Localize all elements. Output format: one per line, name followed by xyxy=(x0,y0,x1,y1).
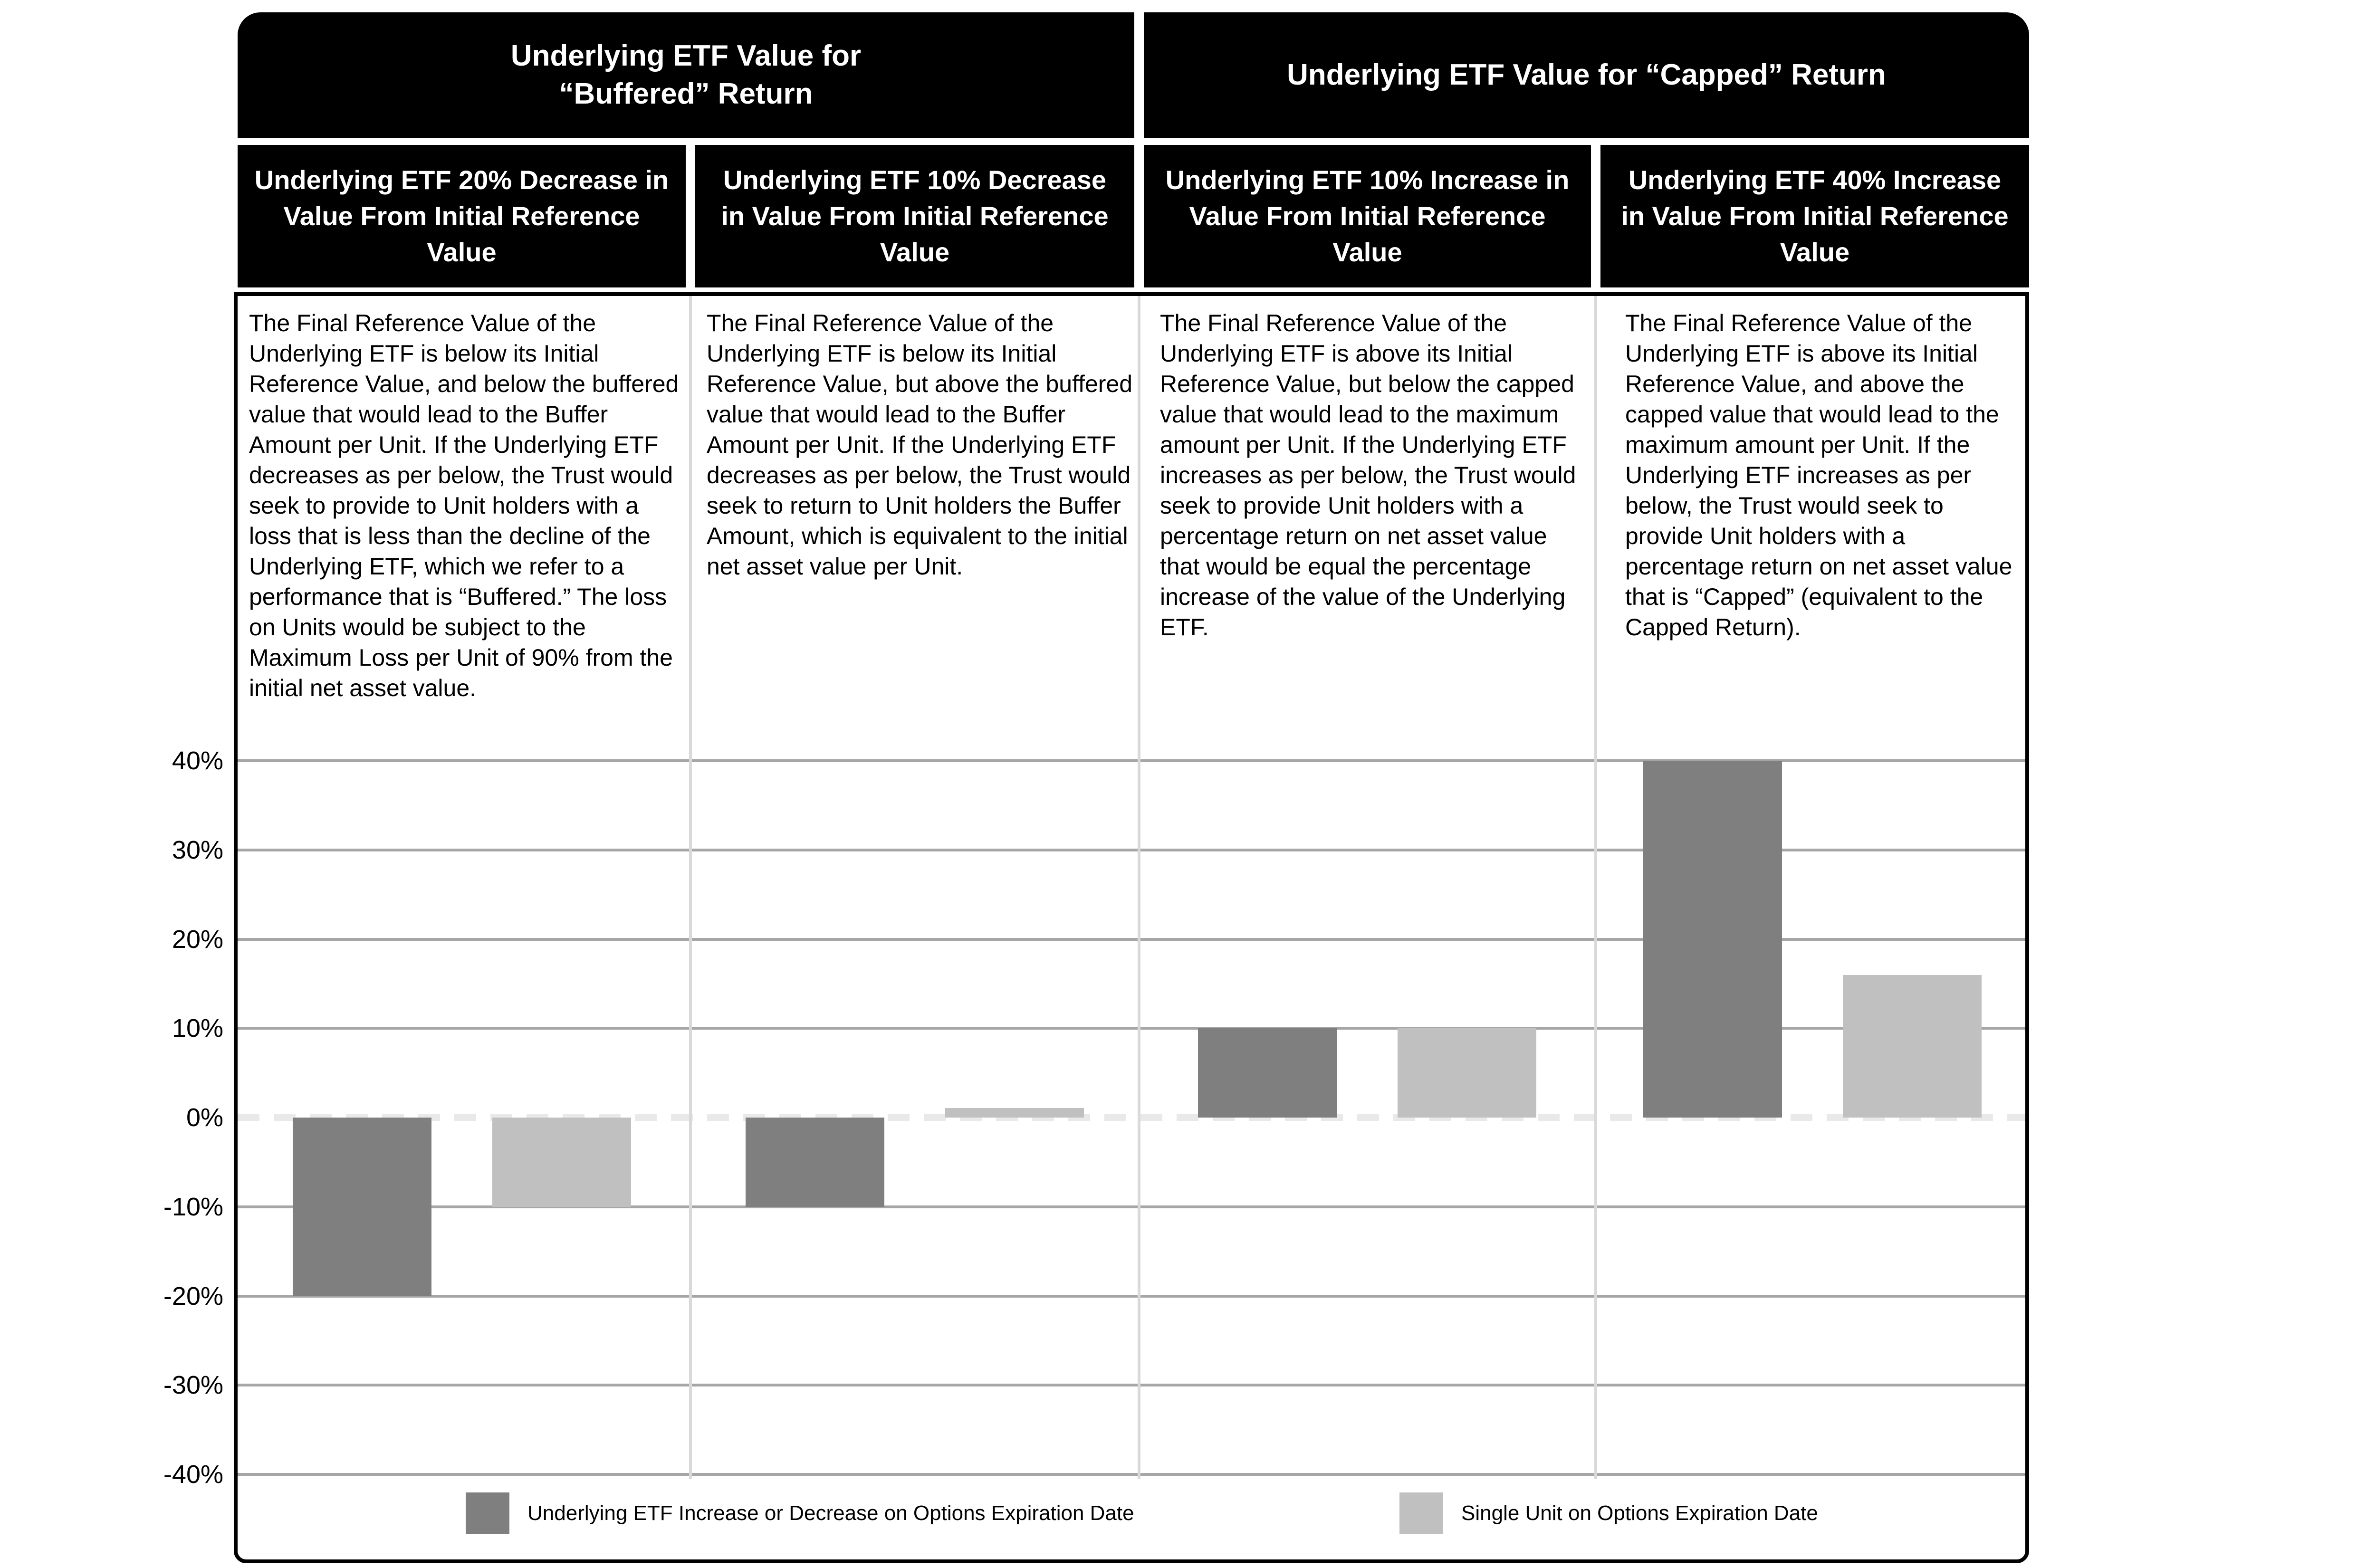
column-header-40pct-increase: Underlying ETF 40% Increase in Value Fro… xyxy=(1600,145,2029,287)
scenario-description-4: The Final Reference Value of the Underly… xyxy=(1625,310,2012,641)
legend-label-etf: Underlying ETF Increase or Decrease on O… xyxy=(527,1501,1134,1525)
group-header-buffered-label: Underlying ETF Value for “Buffered” Retu… xyxy=(510,39,862,110)
column-header-20pct-decrease: Underlying ETF 20% Decrease in Value Fro… xyxy=(238,145,686,287)
column-header-10pct-increase: Underlying ETF 10% Increase in Value Fro… xyxy=(1144,145,1591,287)
y-tick-label: -10% xyxy=(163,1192,223,1221)
group-header-buffered: Underlying ETF Value for “Buffered” Retu… xyxy=(238,12,1134,138)
y-tick-label: 30% xyxy=(172,835,223,864)
y-tick-label: 0% xyxy=(186,1103,223,1132)
group-header-capped: Underlying ETF Value for “Capped” Return xyxy=(1144,12,2029,138)
y-tick-label: 40% xyxy=(172,746,223,775)
column-header-label: Underlying ETF 40% Increase in Value Fro… xyxy=(1621,165,2009,267)
legend-swatch-light xyxy=(1399,1492,1443,1534)
scenario-description-2: The Final Reference Value of the Underly… xyxy=(707,310,1133,580)
y-tick-label: 20% xyxy=(172,925,223,954)
group-header-capped-label: Underlying ETF Value for “Capped” Return xyxy=(1287,58,1886,91)
column-header-label: Underlying ETF 20% Decrease in Value Fro… xyxy=(254,165,669,267)
column-header-label: Underlying ETF 10% Decrease in Value Fro… xyxy=(721,165,1109,267)
y-tick-label: -30% xyxy=(163,1371,223,1400)
scenario-description-3: The Final Reference Value of the Underly… xyxy=(1160,310,1576,641)
column-header-10pct-decrease: Underlying ETF 10% Decrease in Value Fro… xyxy=(695,145,1134,287)
legend-swatch-dark xyxy=(466,1492,509,1534)
y-tick-label: -20% xyxy=(163,1281,223,1310)
y-tick-label: -40% xyxy=(163,1460,223,1489)
legend-label-unit: Single Unit on Options Expiration Date xyxy=(1461,1501,1818,1525)
column-header-label: Underlying ETF 10% Increase in Value Fro… xyxy=(1165,165,1570,267)
legend-item-unit: Single Unit on Options Expiration Date xyxy=(1399,1492,1818,1535)
y-tick-label: 10% xyxy=(172,1014,223,1043)
scenario-description-1: The Final Reference Value of the Underly… xyxy=(249,310,679,701)
legend-item-etf: Underlying ETF Increase or Decrease on O… xyxy=(466,1492,1134,1535)
